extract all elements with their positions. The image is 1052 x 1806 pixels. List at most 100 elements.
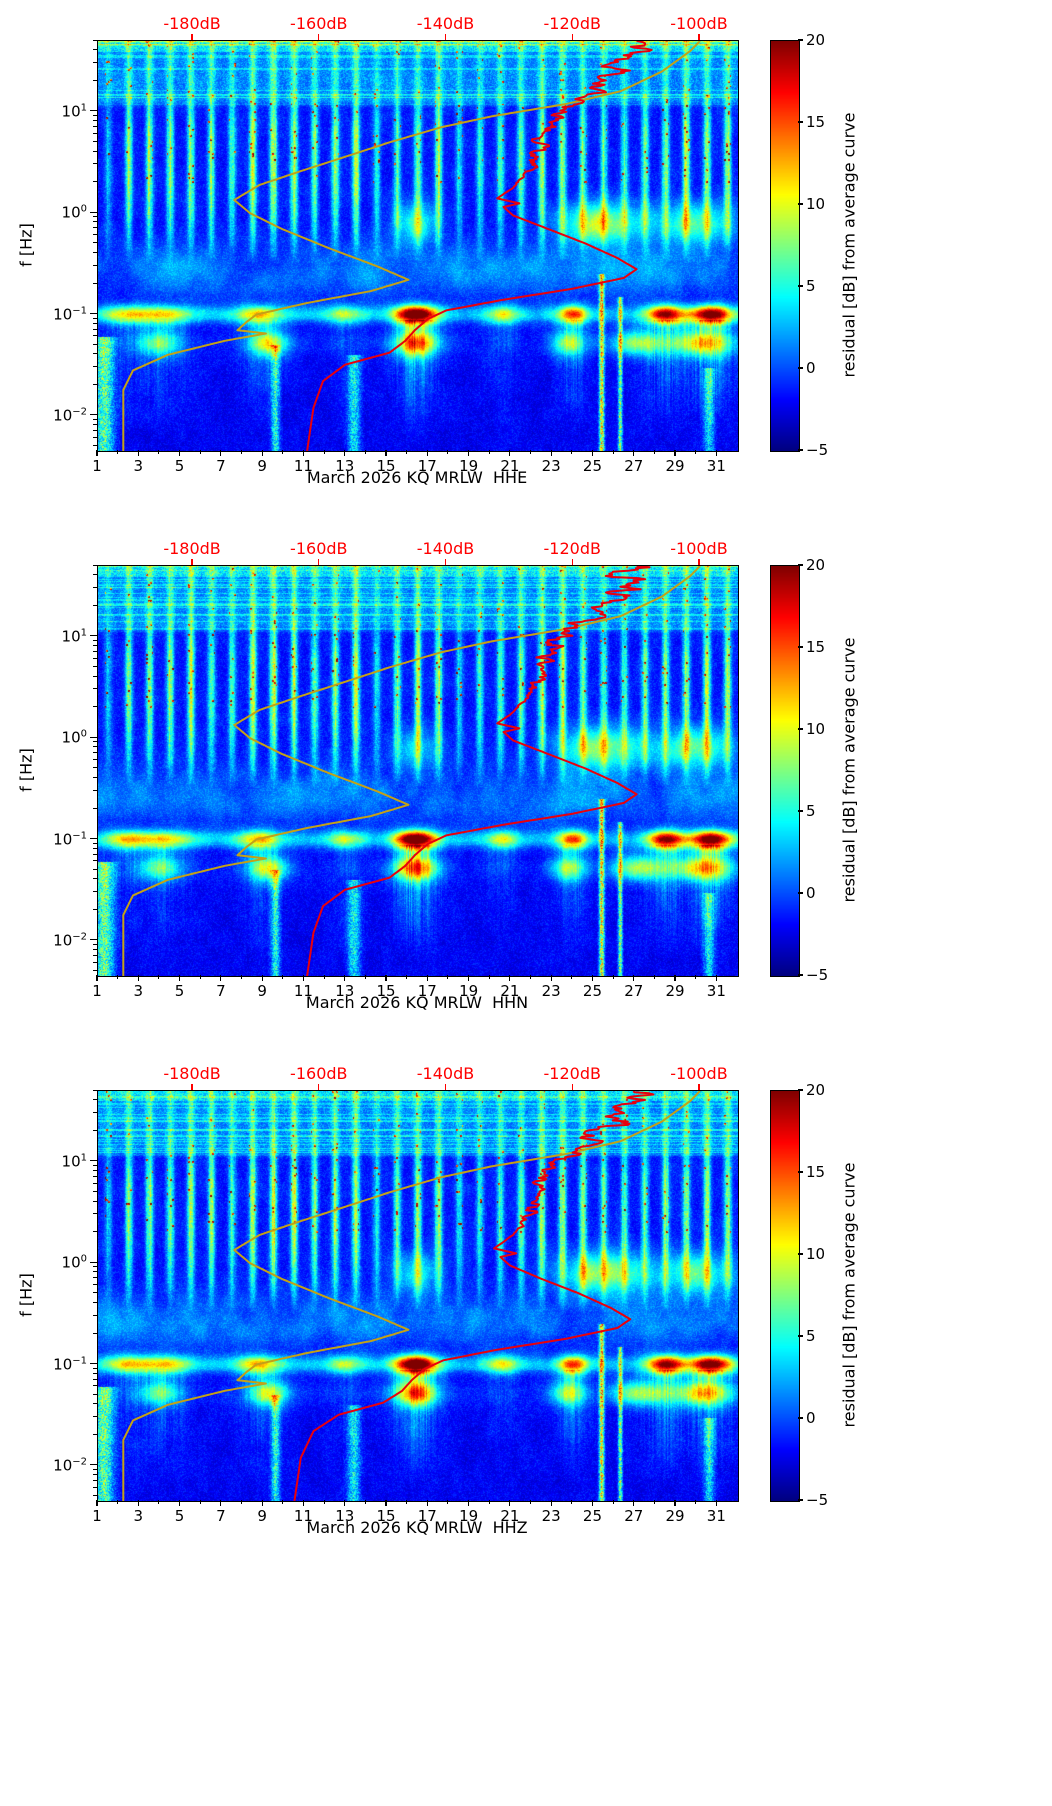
x-minor-tick — [406, 975, 408, 979]
y-minor-tick — [93, 645, 97, 647]
x-tick-label: 31 — [706, 982, 726, 1000]
y-minor-tick — [93, 1403, 97, 1405]
y-tick — [90, 1362, 97, 1365]
colorbar-tick — [798, 728, 803, 730]
x-tick — [385, 450, 387, 456]
y-minor-tick — [93, 943, 97, 945]
x-minor-tick — [530, 450, 532, 454]
y-tick — [90, 1261, 97, 1263]
x-minor-tick — [571, 1500, 573, 1504]
x-tick-label: 13 — [335, 457, 355, 475]
colorbar-tick-label: 10 — [806, 719, 826, 738]
colorbar-tick-label: 5 — [806, 276, 816, 295]
x-tick-label: 5 — [174, 1507, 185, 1525]
colorbar-tick — [798, 39, 803, 41]
y-minor-tick — [93, 665, 97, 667]
x-axis-title: March 2026 KQ MRLW HHZ — [306, 1518, 528, 1537]
top-tick — [571, 559, 573, 565]
top-axis-tick-label: -160dB — [290, 1064, 348, 1083]
x-tick — [137, 1500, 139, 1506]
y-minor-tick — [93, 688, 97, 690]
y-minor-tick — [93, 126, 97, 128]
x-minor-tick — [653, 1500, 655, 1504]
colorbar-gradient — [770, 1090, 800, 1502]
colorbar-tick-label: −5 — [806, 440, 829, 459]
x-tick-label: 5 — [174, 457, 185, 475]
x-tick — [509, 975, 511, 981]
y-tick — [90, 211, 97, 213]
y-minor-tick — [93, 1468, 97, 1470]
x-minor-tick — [530, 1500, 532, 1504]
x-tick — [550, 975, 552, 981]
x-minor-tick — [447, 975, 449, 979]
y-minor-tick — [93, 1190, 97, 1192]
colorbar-tick — [798, 1335, 803, 1337]
x-tick — [468, 1500, 470, 1506]
x-minor-tick — [199, 975, 201, 979]
x-minor-tick — [406, 450, 408, 454]
x-tick-label: 21 — [500, 982, 520, 1000]
x-tick-label: 5 — [174, 982, 185, 1000]
y-tick-label: 100 — [61, 728, 87, 747]
x-tick-label: 23 — [541, 457, 561, 475]
y-minor-tick — [93, 1277, 97, 1279]
x-minor-tick — [612, 1500, 614, 1504]
y-minor-tick — [93, 322, 97, 324]
x-tick-label: 1 — [92, 982, 102, 1000]
x-tick — [426, 975, 428, 981]
y-minor-tick — [93, 1480, 97, 1482]
colorbar-tick — [798, 810, 803, 812]
y-tick-label: 10−1 — [53, 1354, 87, 1373]
top-tick — [191, 1084, 193, 1090]
y-minor-tick — [93, 1372, 97, 1374]
x-tick-label: 23 — [541, 982, 561, 1000]
x-minor-tick — [406, 1500, 408, 1504]
x-minor-tick — [241, 450, 243, 454]
y-minor-tick — [93, 383, 97, 385]
x-tick — [385, 975, 387, 981]
y-minor-tick — [93, 1314, 97, 1316]
x-minor-tick — [695, 975, 697, 979]
x-tick — [468, 450, 470, 456]
x-minor-tick — [158, 975, 160, 979]
y-minor-tick — [93, 955, 97, 957]
x-tick — [674, 450, 676, 456]
axes-ticks: 1 3 5 7 9 11 13 15 17 19 21 23 25 27 29 31 101 100 10−1 10−… — [0, 0, 1052, 525]
top-tick — [698, 34, 700, 40]
x-tick-label: 25 — [582, 1507, 603, 1525]
colorbar-tick — [798, 367, 803, 369]
x-tick-label: 7 — [216, 457, 226, 475]
x-tick — [302, 450, 305, 456]
top-axis-tick-label: -120dB — [543, 14, 601, 33]
x-tick-label: 13 — [335, 1507, 355, 1525]
y-minor-tick — [93, 1182, 97, 1184]
colorbar-tick — [798, 449, 803, 451]
x-tick-label: 17 — [417, 982, 437, 1000]
y-minor-tick — [93, 181, 97, 183]
x-tick — [385, 1500, 387, 1506]
y-minor-tick — [93, 969, 97, 971]
y-minor-tick — [93, 120, 97, 122]
x-tick — [178, 975, 181, 981]
x-tick-label: 19 — [459, 982, 479, 1000]
colorbar-tick — [798, 1417, 803, 1419]
y-minor-tick — [93, 752, 97, 754]
y-tick-label: 101 — [61, 102, 87, 121]
y-minor-tick — [93, 807, 97, 809]
x-minor-tick — [323, 1500, 325, 1504]
colorbar-tick-label: 0 — [806, 1408, 816, 1427]
x-tick — [550, 1500, 552, 1506]
y-minor-tick — [93, 1393, 97, 1395]
x-tick — [344, 1500, 346, 1506]
spectrogram-panel-hhz: f [Hz] residual [dB] from average curve … — [0, 1050, 1052, 1575]
colorbar-tick-label: 15 — [806, 637, 826, 656]
y-minor-tick — [93, 1367, 97, 1369]
x-tick-label: 3 — [133, 457, 144, 475]
x-tick — [261, 450, 263, 456]
x-minor-tick — [653, 975, 655, 979]
x-minor-tick — [117, 1500, 119, 1504]
x-tick-label: 3 — [133, 982, 144, 1000]
x-tick-label: 21 — [500, 1507, 520, 1525]
y-minor-tick — [93, 564, 97, 566]
